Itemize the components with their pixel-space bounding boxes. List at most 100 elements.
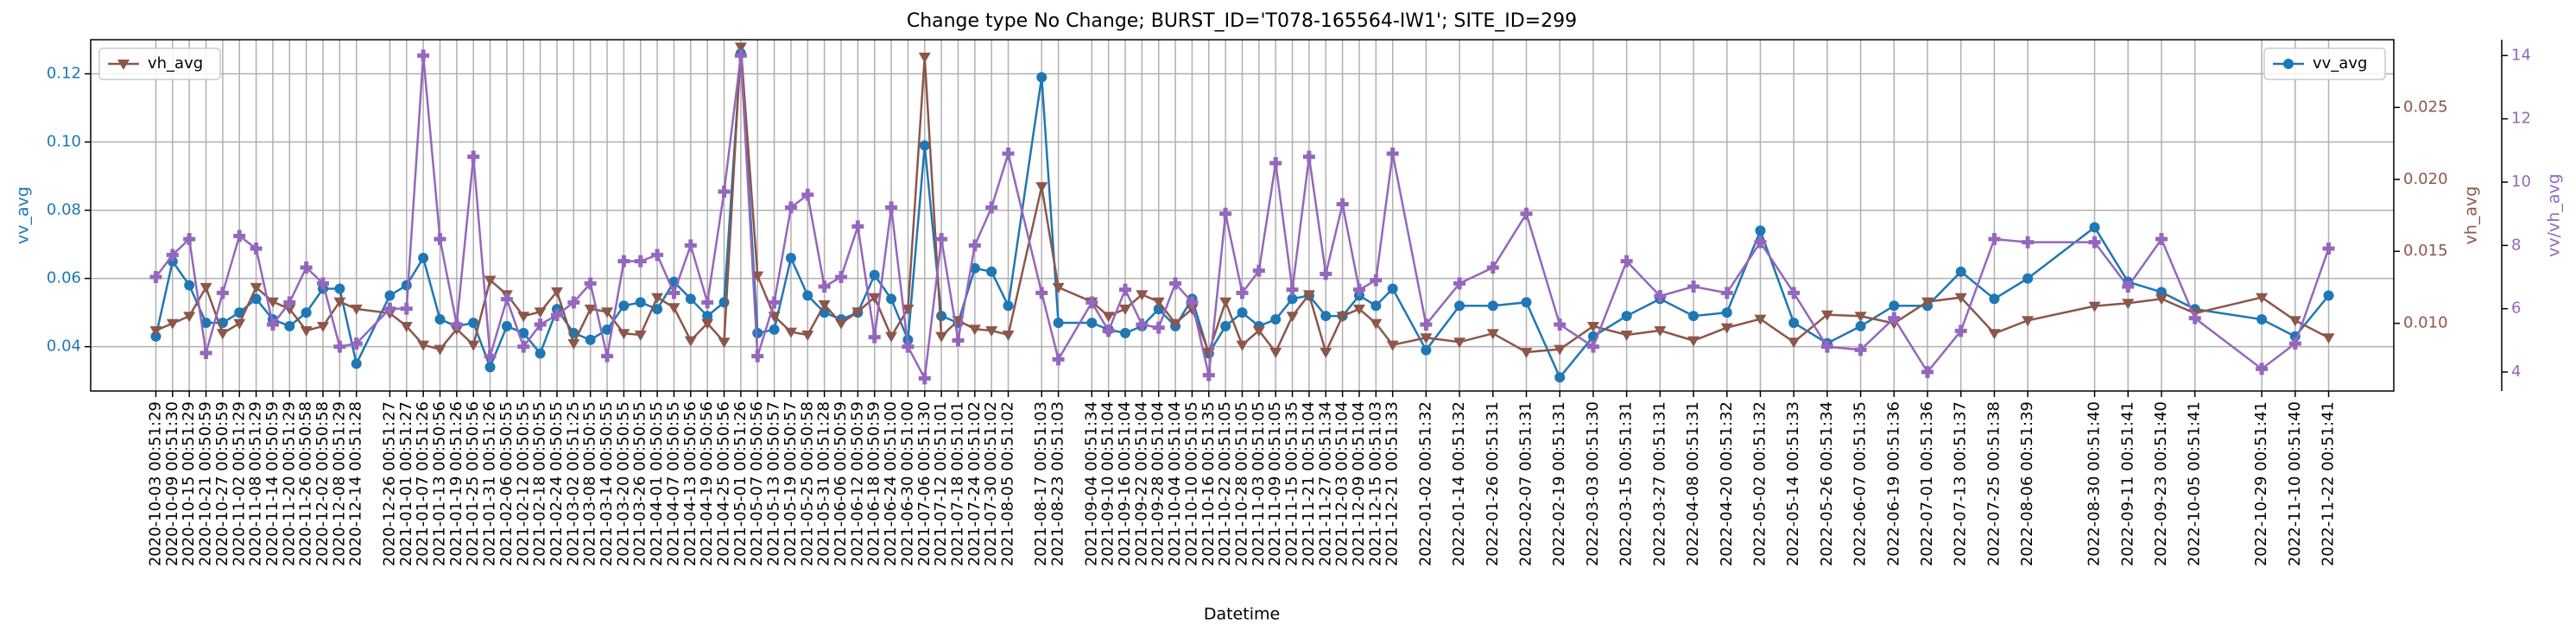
x-tick-label: 2021-11-15 00:51:35 — [1283, 401, 1301, 566]
data-point — [1035, 287, 1048, 300]
x-tick-label: 2021-09-28 00:51:04 — [1149, 401, 1168, 566]
data-point — [2022, 273, 2034, 284]
data-point — [434, 344, 446, 356]
data-point — [1003, 300, 1014, 312]
data-point — [752, 327, 763, 338]
data-point — [1554, 344, 1566, 356]
data-point — [851, 220, 864, 233]
y-tick-label: 4 — [2511, 363, 2521, 381]
data-point — [1420, 333, 1433, 344]
data-point — [601, 350, 614, 363]
data-point — [734, 49, 747, 62]
data-point — [301, 307, 312, 318]
data-point — [918, 372, 931, 385]
data-point — [1954, 325, 1967, 337]
data-point — [567, 296, 580, 309]
x-tick-label: 2021-09-04 00:51:34 — [1082, 401, 1100, 566]
data-point — [851, 307, 864, 318]
data-point — [652, 304, 663, 315]
x-tick-label: 2021-05-25 00:50:58 — [798, 401, 816, 566]
data-point — [1286, 312, 1299, 323]
data-point — [684, 239, 697, 252]
data-point — [1554, 372, 1566, 383]
data-point — [2188, 312, 2201, 325]
x-tick-label: 2021-02-18 00:50:55 — [531, 401, 549, 566]
data-point — [751, 271, 764, 282]
x-tick-label: 2022-07-01 00:51:36 — [1918, 401, 1936, 566]
data-point — [183, 233, 196, 245]
x-tick-label: 2021-04-13 00:50:56 — [681, 401, 699, 566]
data-point — [1520, 207, 1533, 220]
data-point — [1620, 255, 1633, 268]
data-point — [434, 314, 446, 325]
data-point — [567, 338, 580, 350]
x-tick-label: 2021-02-06 00:50:55 — [497, 401, 516, 566]
data-point — [1453, 277, 1466, 290]
data-point — [199, 347, 212, 359]
x-tick-label: 2022-03-27 00:51:31 — [1650, 401, 1668, 566]
data-point — [1320, 268, 1332, 281]
data-point — [902, 304, 915, 315]
data-point — [1035, 182, 1048, 193]
data-point — [952, 334, 965, 347]
x-tick-label: 2022-05-14 00:51:33 — [1784, 401, 1802, 566]
data-point — [1888, 312, 1901, 325]
x-tick-label: 2021-11-03 00:51:05 — [1250, 401, 1268, 566]
data-point — [1336, 198, 1349, 211]
data-point — [450, 318, 463, 331]
data-point — [1820, 340, 1833, 353]
x-tick-label: 2021-03-02 00:51:25 — [564, 401, 582, 566]
y-axis-label: vh_avg — [2462, 186, 2481, 245]
data-point — [868, 293, 881, 304]
x-tick-label: 2021-07-30 00:51:02 — [982, 401, 1000, 566]
data-point — [919, 140, 930, 151]
x-tick-label: 2021-09-22 00:51:04 — [1132, 401, 1150, 566]
data-point — [585, 334, 596, 345]
y-tick-label: 0.010 — [2403, 314, 2448, 332]
data-point — [1302, 290, 1315, 301]
x-tick-label: 2021-07-06 00:51:30 — [915, 401, 934, 566]
data-point — [1252, 325, 1265, 337]
data-point — [2288, 316, 2301, 327]
data-point — [1152, 297, 1165, 308]
data-point — [584, 304, 597, 315]
data-point — [1136, 290, 1149, 301]
data-point — [1269, 347, 1282, 358]
data-point — [250, 282, 263, 293]
data-point — [1854, 312, 1867, 323]
data-point — [651, 293, 664, 304]
x-tick-label: 2022-01-14 00:51:32 — [1450, 401, 1468, 566]
y-tick-label: 6 — [2511, 300, 2521, 318]
data-point — [1302, 150, 1315, 163]
x-tick-label: 2022-09-11 00:51:41 — [2118, 401, 2136, 566]
data-point — [1219, 207, 1232, 220]
data-point — [1621, 311, 1632, 322]
data-point — [501, 320, 512, 331]
data-point — [1988, 233, 2001, 245]
data-point — [484, 362, 496, 373]
x-tick-label: 2021-01-07 00:51:26 — [414, 401, 432, 566]
data-point — [266, 318, 279, 331]
x-tick-label: 2021-11-27 00:51:34 — [1316, 401, 1334, 566]
x-tick-label: 2022-06-07 00:51:35 — [1851, 401, 1870, 566]
data-point — [602, 324, 613, 335]
x-tick-label: 2020-10-03 00:51:29 — [146, 401, 164, 566]
data-point — [1320, 347, 1332, 358]
data-point — [1720, 287, 1733, 300]
data-point — [1788, 317, 1800, 328]
data-point — [986, 266, 997, 277]
data-point — [701, 318, 714, 330]
x-tick-label: 2020-12-14 00:51:28 — [347, 401, 365, 566]
x-tick-label: 2020-11-02 00:51:29 — [230, 401, 248, 566]
x-tick-label: 2021-10-16 00:51:35 — [1199, 401, 1218, 566]
data-point — [1486, 262, 1499, 274]
data-point — [350, 304, 363, 315]
data-point — [1169, 277, 1182, 290]
data-point — [1336, 312, 1349, 323]
data-point — [1236, 340, 1249, 351]
data-point — [166, 318, 179, 330]
data-point — [1220, 320, 1231, 331]
y-tick-label: 8 — [2511, 236, 2521, 254]
legend-label: vv_avg — [2313, 54, 2367, 73]
y-axis-label: vv_avg — [14, 186, 33, 244]
